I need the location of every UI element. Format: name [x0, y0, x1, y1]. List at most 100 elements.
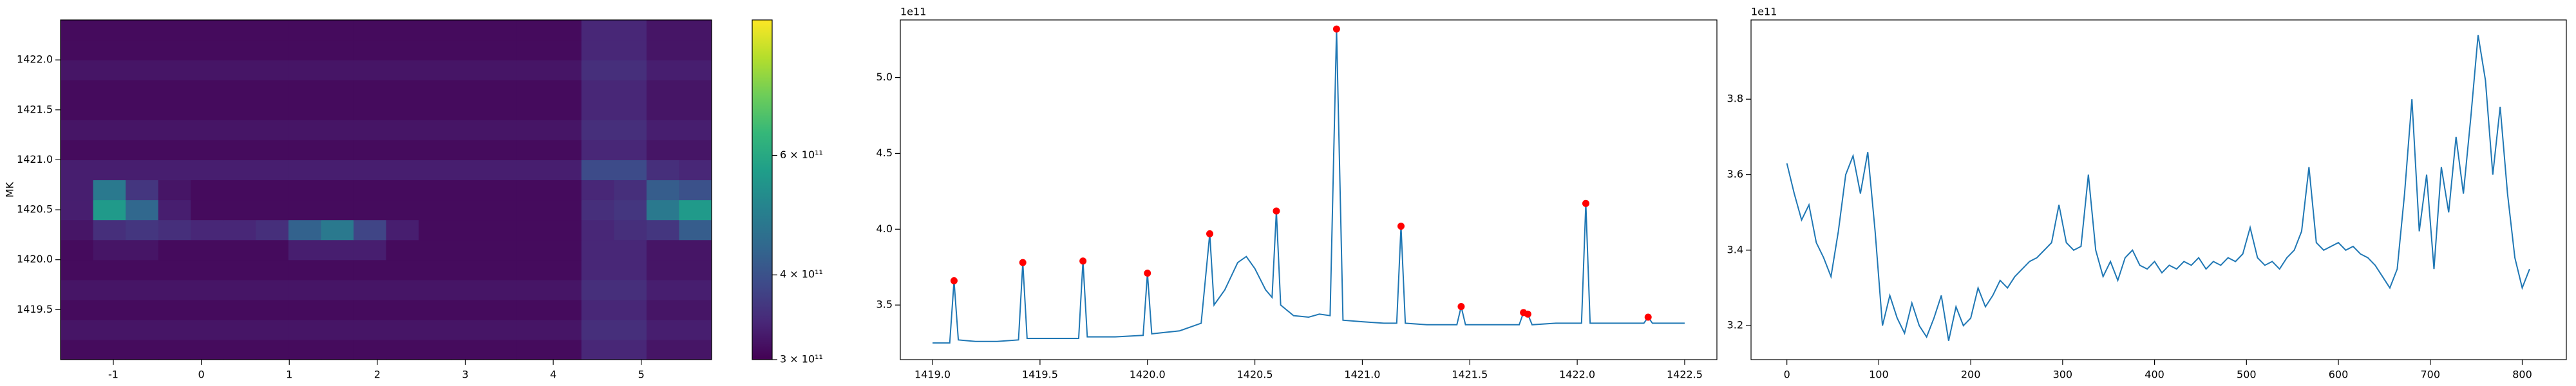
- heatmap-cell: [451, 80, 484, 100]
- x-tick-label: 1420.5: [1237, 369, 1273, 381]
- heatmap-cell: [614, 339, 647, 360]
- x-tick-label: 300: [2053, 369, 2073, 381]
- heatmap-cell: [353, 199, 387, 221]
- y-tick-label: 4.5: [876, 147, 893, 159]
- heatmap-cell: [646, 140, 680, 161]
- heatmap-cell: [614, 299, 647, 320]
- x-tick-label: 0: [198, 369, 205, 381]
- heatmap-cell: [93, 60, 126, 80]
- heatmap-cell: [646, 100, 680, 120]
- heatmap-cell: [386, 80, 419, 100]
- heatmap-cell: [516, 60, 549, 80]
- y-tick-label: 3.4: [1727, 243, 1743, 255]
- heatmap-cell: [223, 299, 256, 320]
- heatmap-cell: [223, 319, 256, 340]
- heatmap-cell: [223, 339, 256, 360]
- y-tick-label: 1421.5: [17, 103, 53, 115]
- heatmap-cell: [386, 40, 419, 60]
- heatmap-cell: [353, 40, 387, 60]
- line-series: [1786, 35, 2530, 341]
- heatmap-cell: [256, 319, 289, 340]
- heatmap-cell: [256, 279, 289, 300]
- heatmap-cell: [614, 199, 647, 221]
- heatmap-cell: [386, 140, 419, 161]
- heatmap-cell: [158, 199, 191, 221]
- heatmap-cell: [646, 239, 680, 261]
- heatmap-cell: [191, 199, 224, 221]
- heatmap-cell: [614, 259, 647, 280]
- x-tick-label: 1419.5: [1022, 369, 1058, 381]
- heatmap-cell: [419, 199, 452, 221]
- heatmap-cell: [321, 319, 354, 340]
- heatmap-cell: [419, 179, 452, 201]
- heatmap-cell: [191, 40, 224, 60]
- heatmap-cell: [581, 40, 614, 60]
- heatmap-cell: [451, 339, 484, 360]
- heatmap-cell: [516, 100, 549, 120]
- heatmap-cell: [614, 100, 647, 120]
- heatmap-cell: [93, 259, 126, 280]
- axes-frame: [60, 19, 712, 360]
- heatmap-cell: [191, 179, 224, 201]
- heatmap-cell: [353, 339, 387, 360]
- heatmap-cell: [419, 239, 452, 261]
- heatmap-cell: [191, 299, 224, 320]
- heatmap-cell: [191, 20, 224, 41]
- peak-marker: [1524, 310, 1531, 318]
- heatmap-cell: [353, 239, 387, 261]
- heatmap-cell: [288, 199, 321, 221]
- colorbar-tick-label: 6 × 10¹¹: [780, 149, 823, 161]
- heatmap-cell: [93, 239, 126, 261]
- heatmap-cell: [484, 100, 517, 120]
- heatmap-cell: [679, 20, 712, 41]
- heatmap-cell: [158, 179, 191, 201]
- heatmap-cell: [581, 20, 614, 41]
- heatmap-cell: [256, 60, 289, 80]
- heatmap-cell: [516, 199, 549, 221]
- heatmap-cell: [223, 80, 256, 100]
- heatmap-cell: [516, 80, 549, 100]
- y-tick-label: 3.2: [1727, 319, 1743, 331]
- heatmap-cell: [256, 339, 289, 360]
- heatmap-cell: [353, 20, 387, 41]
- heatmap-cell: [288, 100, 321, 120]
- heatmap-cell: [614, 140, 647, 161]
- heatmap-cell: [484, 339, 517, 360]
- heatmap-cell: [484, 319, 517, 340]
- heatmap-cell: [679, 100, 712, 120]
- y-tick-label: 1421.0: [17, 153, 53, 165]
- heatmap-cell: [581, 100, 614, 120]
- x-tick-label: 100: [1869, 369, 1889, 381]
- heatmap-cell: [484, 199, 517, 221]
- heatmap-cell: [549, 100, 582, 120]
- x-tick-label: 4: [550, 369, 556, 381]
- heatmap-cell: [419, 279, 452, 300]
- heatmap-cell: [191, 80, 224, 100]
- heatmap-cell: [386, 100, 419, 120]
- heatmap-cell: [386, 120, 419, 140]
- heatmap-cell: [451, 20, 484, 41]
- heatmap-cell: [158, 160, 191, 181]
- heatmap-cell: [256, 140, 289, 161]
- heatmap-cell: [451, 299, 484, 320]
- heatmap-cell: [353, 60, 387, 80]
- heatmap-cell: [614, 179, 647, 201]
- heatmap-cell: [386, 60, 419, 80]
- heatmap-cell: [679, 120, 712, 140]
- heatmap-cell: [158, 279, 191, 300]
- heatmap-cell: [126, 339, 159, 360]
- heatmap-cell: [256, 40, 289, 60]
- y-tick-label: 3.8: [1727, 93, 1743, 105]
- heatmap-cell: [288, 259, 321, 280]
- heatmap-cell: [419, 20, 452, 41]
- heatmap-cell: [614, 80, 647, 100]
- heatmap-cell: [581, 160, 614, 181]
- heatmap-cell: [484, 80, 517, 100]
- heatmap-cell: [679, 239, 712, 261]
- heatmap-cell: [646, 339, 680, 360]
- heatmap-cell: [646, 20, 680, 41]
- heatmap-cell: [126, 80, 159, 100]
- heatmap-cell: [581, 339, 614, 360]
- peak-marker: [1582, 199, 1589, 207]
